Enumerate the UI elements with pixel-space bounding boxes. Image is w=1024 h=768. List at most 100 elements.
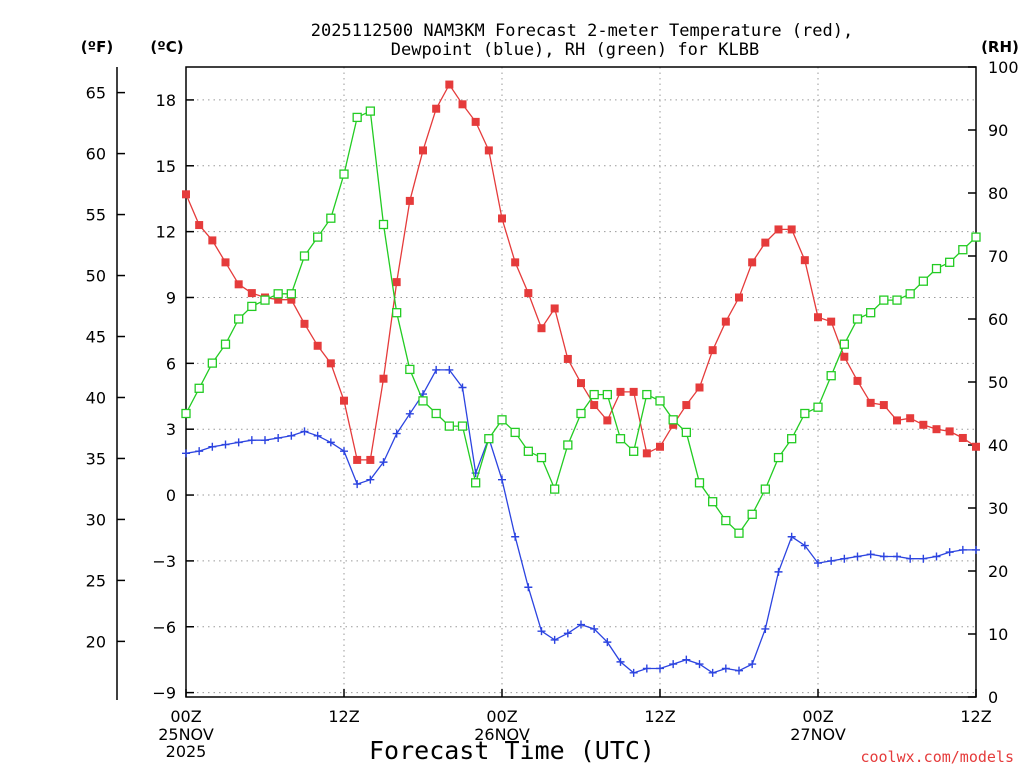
dewpoint-point bbox=[274, 433, 283, 442]
rh-unit-label: (RH) bbox=[981, 38, 1019, 56]
dewpoint-point bbox=[853, 552, 862, 561]
temperature-point bbox=[353, 455, 362, 464]
rh-point bbox=[668, 415, 678, 425]
temperature-point bbox=[484, 146, 493, 155]
temperature-point bbox=[682, 401, 691, 410]
rh-point bbox=[918, 276, 928, 286]
rh-tick-label: 30 bbox=[988, 499, 1008, 518]
fahrenheit-tick-label: 20 bbox=[86, 632, 106, 651]
dewpoint-point bbox=[458, 383, 467, 392]
temperature-point bbox=[208, 236, 217, 245]
x-tick-date: 25NOV bbox=[158, 725, 214, 744]
dewpoint-point bbox=[814, 559, 822, 568]
temperature-point bbox=[629, 387, 638, 396]
dewpoint-point bbox=[366, 475, 375, 484]
rh-point bbox=[721, 515, 731, 526]
temperature-point bbox=[735, 293, 743, 302]
dewpoint-point bbox=[524, 583, 533, 592]
rh-tick-label: 60 bbox=[988, 310, 1008, 329]
temperature-point bbox=[814, 313, 822, 322]
dewpoint-point bbox=[590, 624, 599, 633]
temperature-point bbox=[787, 225, 796, 234]
x-tick-label: 00Z bbox=[802, 707, 833, 726]
celsius-tick-label: 15 bbox=[156, 157, 176, 176]
celsius-tick-label: 18 bbox=[156, 91, 176, 110]
rh-point bbox=[510, 427, 520, 438]
fahrenheit-unit-label: (ºF) bbox=[81, 38, 113, 56]
temperature-point bbox=[721, 317, 730, 326]
rh-point bbox=[655, 396, 665, 406]
temperature-point bbox=[577, 379, 585, 388]
dewpoint-point bbox=[340, 447, 348, 456]
dewpoint-point bbox=[748, 660, 757, 669]
rh-point bbox=[313, 232, 323, 242]
rh-point bbox=[234, 314, 244, 324]
rh-tick-label: 20 bbox=[988, 562, 1008, 581]
temperature-point bbox=[313, 341, 322, 350]
dewpoint-point bbox=[326, 438, 335, 447]
rh-point bbox=[931, 263, 942, 274]
rh-point bbox=[550, 484, 560, 494]
chart-title-line-2: Dewpoint (blue), RH (green) for KLBB bbox=[391, 40, 759, 60]
celsius-tick-label: −9 bbox=[152, 684, 176, 703]
rh-tick-label: 80 bbox=[988, 184, 1008, 203]
dewpoint-point bbox=[656, 664, 664, 673]
rh-point bbox=[497, 415, 507, 425]
dewpoint-point bbox=[629, 668, 638, 677]
rh-point bbox=[852, 314, 863, 324]
celsius-tick-label: 3 bbox=[166, 420, 176, 439]
rh-point bbox=[339, 169, 349, 179]
dewpoint-point bbox=[511, 532, 520, 541]
dewpoint-point bbox=[445, 365, 454, 374]
celsius-tick-label: −3 bbox=[152, 552, 176, 571]
temperature-point bbox=[458, 100, 467, 109]
rh-point bbox=[708, 497, 718, 507]
temperature-point bbox=[748, 258, 757, 267]
rh-point bbox=[971, 232, 981, 242]
rh-tick-label: 40 bbox=[988, 436, 1008, 455]
rh-point bbox=[905, 289, 915, 299]
temperature-point bbox=[366, 455, 375, 464]
dewpoint-point bbox=[287, 431, 296, 440]
rh-point bbox=[444, 421, 454, 431]
temperature-point bbox=[800, 256, 809, 265]
rh-point bbox=[945, 257, 955, 267]
dewpoint-point bbox=[642, 664, 651, 673]
rh-point bbox=[563, 440, 573, 450]
rh-point bbox=[642, 389, 652, 400]
dewpoint-series bbox=[182, 365, 980, 677]
dewpoint-point bbox=[761, 624, 770, 633]
x-tick-date: 27NOV bbox=[790, 725, 846, 744]
temperature-point bbox=[642, 449, 651, 458]
dewpoint-point bbox=[208, 442, 217, 451]
fahrenheit-tick-label: 65 bbox=[86, 84, 106, 103]
fahrenheit-tick-label: 40 bbox=[86, 388, 106, 407]
celsius-tick-label: 6 bbox=[166, 354, 176, 373]
dewpoint-point bbox=[906, 554, 915, 563]
dewpoint-point bbox=[379, 458, 388, 467]
dewpoint-point bbox=[405, 409, 414, 418]
fahrenheit-tick-label: 30 bbox=[86, 510, 106, 529]
dewpoint-point bbox=[866, 550, 875, 559]
dewpoint-point bbox=[945, 548, 954, 557]
rh-point bbox=[787, 434, 797, 444]
rh-point bbox=[629, 446, 639, 456]
temperature-point bbox=[590, 401, 599, 410]
celsius-tick-label: 9 bbox=[166, 288, 176, 307]
dewpoint-point bbox=[182, 449, 190, 458]
temperature-point bbox=[853, 376, 862, 385]
rh-point bbox=[602, 389, 612, 400]
fahrenheit-tick-label: 50 bbox=[86, 267, 106, 286]
x-tick-date: 26NOV bbox=[474, 725, 530, 744]
rh-tick-label: 0 bbox=[988, 688, 998, 707]
temperature-point bbox=[432, 104, 441, 113]
rh-point bbox=[589, 389, 599, 400]
temperature-point bbox=[274, 295, 283, 304]
rh-point bbox=[839, 339, 849, 349]
temperature-point bbox=[669, 420, 678, 429]
temperature-point bbox=[563, 354, 572, 363]
rh-point bbox=[760, 484, 770, 494]
rh-point bbox=[207, 358, 217, 368]
fahrenheit-tick-label: 55 bbox=[86, 206, 106, 225]
